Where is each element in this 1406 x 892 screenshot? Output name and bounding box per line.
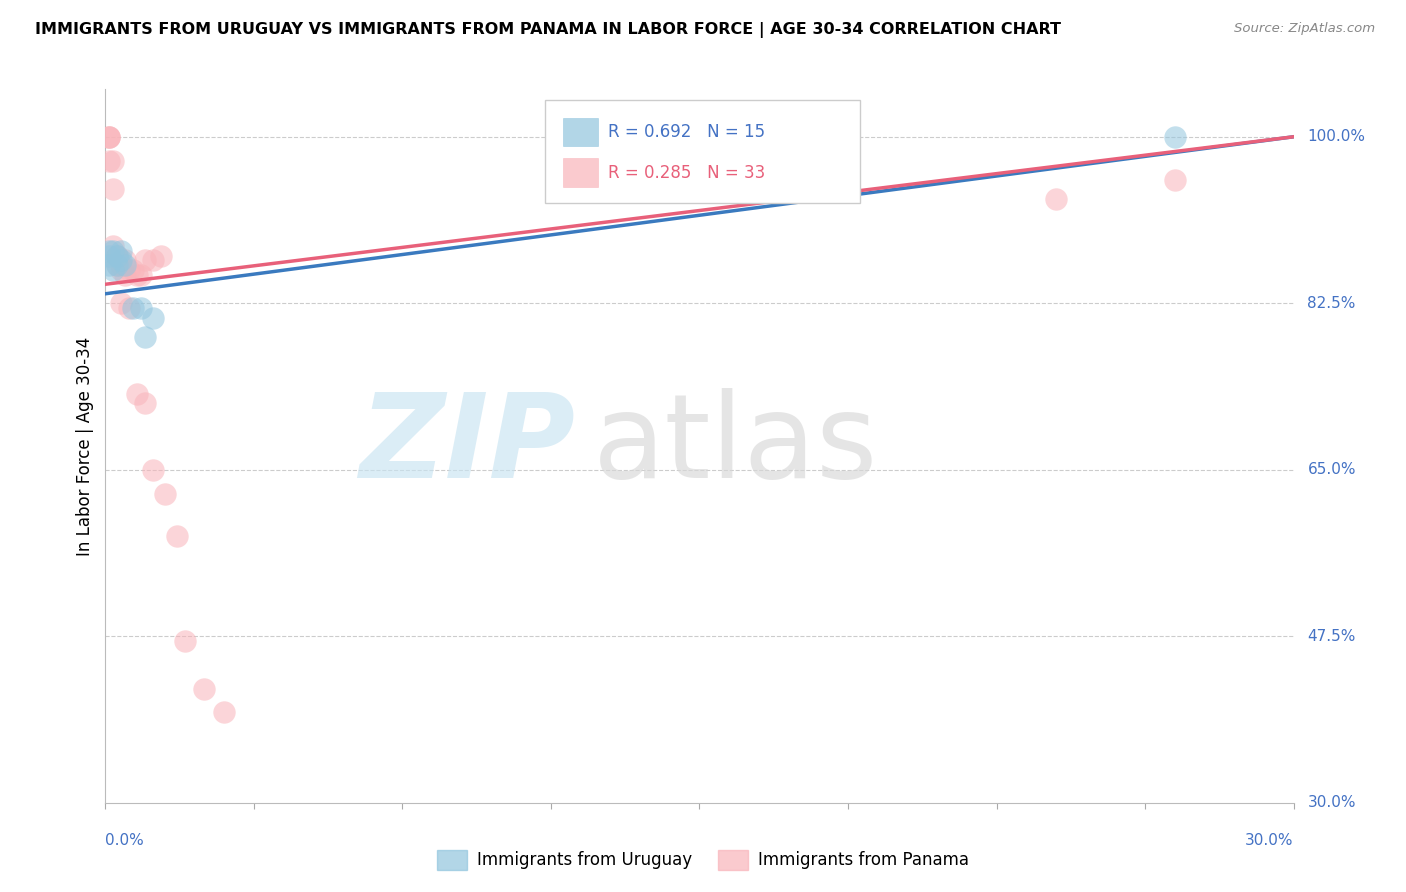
Text: ZIP: ZIP — [359, 389, 575, 503]
Text: IMMIGRANTS FROM URUGUAY VS IMMIGRANTS FROM PANAMA IN LABOR FORCE | AGE 30-34 COR: IMMIGRANTS FROM URUGUAY VS IMMIGRANTS FR… — [35, 22, 1062, 38]
Point — [134, 329, 156, 343]
Text: 65.0%: 65.0% — [1308, 462, 1355, 477]
Text: 82.5%: 82.5% — [1308, 296, 1355, 310]
Point — [142, 253, 165, 268]
FancyBboxPatch shape — [546, 100, 860, 203]
Point — [105, 258, 128, 272]
Point — [122, 263, 145, 277]
Point — [173, 634, 195, 648]
Point — [149, 249, 172, 263]
Point — [1164, 172, 1187, 186]
Legend: Immigrants from Uruguay, Immigrants from Panama: Immigrants from Uruguay, Immigrants from… — [430, 843, 976, 877]
Point — [105, 249, 128, 263]
Point — [142, 463, 165, 477]
Point — [118, 301, 141, 315]
Bar — [562, 159, 599, 187]
Point — [110, 296, 132, 310]
Point — [129, 301, 152, 315]
Point — [134, 396, 156, 410]
Point — [110, 263, 132, 277]
Bar — [562, 118, 599, 146]
Point — [98, 249, 121, 263]
Text: R = 0.285   N = 33: R = 0.285 N = 33 — [607, 164, 765, 182]
Point — [98, 258, 121, 272]
Point — [110, 244, 132, 258]
Point — [110, 253, 132, 268]
Point — [142, 310, 165, 325]
Text: 47.5%: 47.5% — [1308, 629, 1355, 644]
Point — [103, 239, 125, 253]
Point — [105, 258, 128, 272]
Point — [98, 129, 121, 144]
Point — [103, 263, 125, 277]
Text: atlas: atlas — [592, 389, 877, 503]
Point — [134, 253, 156, 268]
Y-axis label: In Labor Force | Age 30-34: In Labor Force | Age 30-34 — [76, 336, 94, 556]
Point — [193, 681, 215, 696]
Point — [118, 263, 141, 277]
Point — [1164, 129, 1187, 144]
Point — [98, 153, 121, 168]
Point — [129, 268, 152, 282]
Text: 30.0%: 30.0% — [1246, 833, 1294, 848]
Text: 30.0%: 30.0% — [1308, 796, 1355, 810]
Point — [103, 244, 125, 258]
Point — [114, 253, 136, 268]
Point — [153, 486, 176, 500]
Point — [127, 268, 149, 282]
Point — [127, 386, 149, 401]
Text: 100.0%: 100.0% — [1308, 129, 1365, 145]
Text: Source: ZipAtlas.com: Source: ZipAtlas.com — [1234, 22, 1375, 36]
Point — [114, 268, 136, 282]
Point — [122, 301, 145, 315]
Point — [110, 258, 132, 272]
Point — [166, 529, 188, 543]
Point — [98, 129, 121, 144]
Point — [103, 153, 125, 168]
Text: 0.0%: 0.0% — [105, 833, 145, 848]
Point — [98, 244, 121, 258]
Point — [114, 258, 136, 272]
Point — [105, 249, 128, 263]
Point — [98, 129, 121, 144]
Point — [1045, 192, 1067, 206]
Point — [105, 249, 128, 263]
Point — [214, 706, 236, 720]
Text: R = 0.692   N = 15: R = 0.692 N = 15 — [607, 123, 765, 141]
Point — [103, 182, 125, 196]
